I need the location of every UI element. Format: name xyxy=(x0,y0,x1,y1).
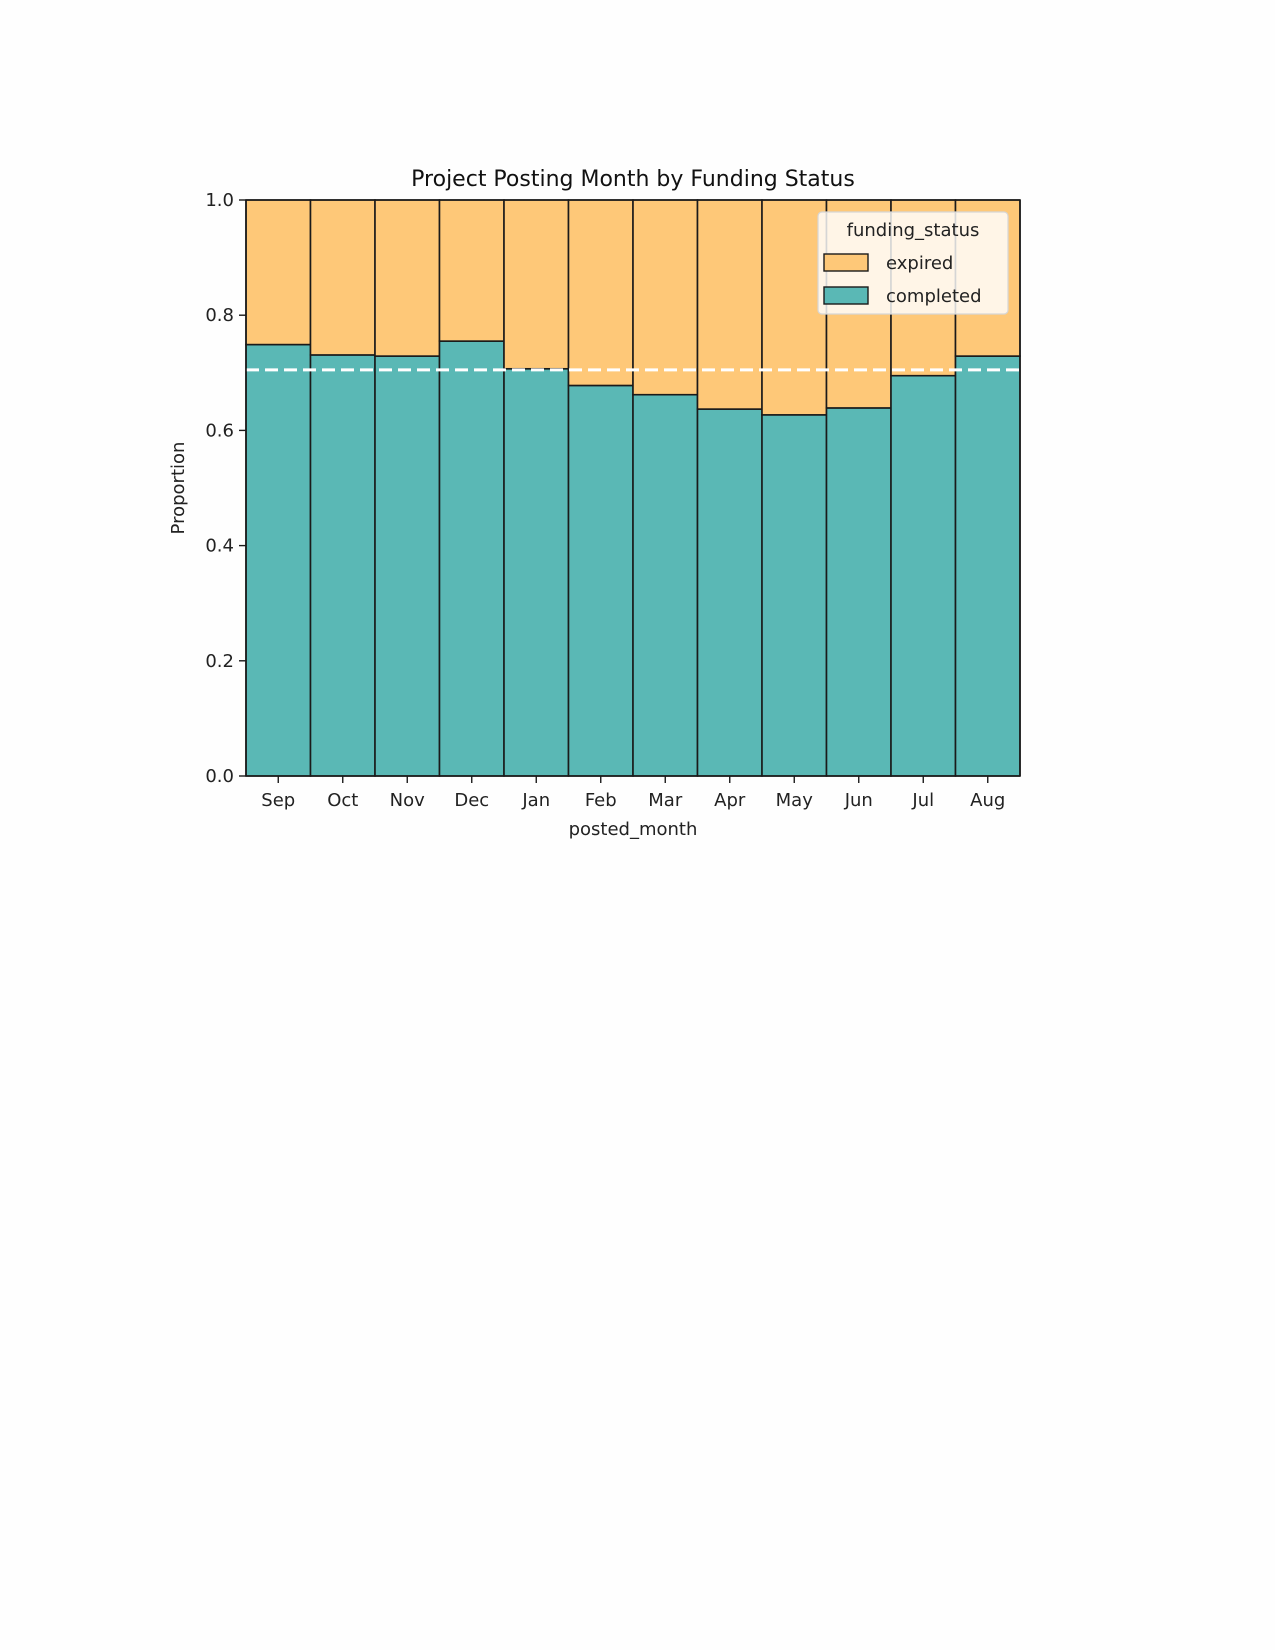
legend-label-expired: expired xyxy=(886,253,953,274)
y-tick-label: 0.4 xyxy=(205,536,234,557)
x-tick-label: Feb xyxy=(585,790,617,811)
bar-completed-feb xyxy=(567,384,634,777)
bar-expired-feb xyxy=(567,199,634,387)
legend-title: funding_status xyxy=(847,220,980,241)
y-axis-label: Proportion xyxy=(168,442,189,535)
y-tick-label: 1.0 xyxy=(205,190,234,211)
bar-completed-oct xyxy=(309,354,376,777)
bar-expired-nov xyxy=(374,199,441,357)
bar-expired-oct xyxy=(309,199,376,356)
bar-expired-apr xyxy=(696,199,763,410)
axes-group: 0.0 0.2 0.4 0.6 0.8 1.0 Sep Oct Nov Dec Jan Feb Mar A… xyxy=(205,190,1021,811)
x-tick-label: Jul xyxy=(911,790,934,811)
x-tick-label: Jun xyxy=(844,790,873,811)
x-tick-label: Mar xyxy=(648,790,683,811)
bar-completed-jan xyxy=(503,367,570,777)
x-tick-label: Sep xyxy=(261,790,295,811)
x-axis-label: posted_month xyxy=(569,819,698,840)
bar-completed-jul xyxy=(890,374,957,777)
x-tick-label: Apr xyxy=(714,790,746,811)
bar-completed-nov xyxy=(374,355,441,777)
bar-expired-sep xyxy=(245,199,312,346)
bar-expired-mar xyxy=(632,199,699,396)
bar-expired-dec xyxy=(438,199,505,342)
bar-completed-dec xyxy=(438,340,505,777)
bar-completed-may xyxy=(761,414,828,777)
x-tick-label: Dec xyxy=(454,790,489,811)
bar-expired-jan xyxy=(503,199,570,370)
x-tick-label: May xyxy=(776,790,814,811)
bar-completed-sep xyxy=(245,343,312,777)
chart-title: Project Posting Month by Funding Status xyxy=(411,167,855,192)
x-tick-label: Aug xyxy=(970,790,1005,811)
y-tick-label: 0.8 xyxy=(205,305,234,326)
bar-completed-apr xyxy=(696,408,763,777)
x-tick-label: Jan xyxy=(521,790,550,811)
legend-swatch-completed xyxy=(823,286,869,305)
bar-completed-mar xyxy=(632,393,699,777)
bar-completed-aug xyxy=(954,355,1021,777)
legend-swatch-expired xyxy=(823,253,869,272)
legend-label-completed: completed xyxy=(886,286,982,307)
y-tick-label: 0.6 xyxy=(205,420,234,441)
bar-expired-may xyxy=(761,199,828,416)
bar-completed-jun xyxy=(825,407,892,777)
x-tick-label: Oct xyxy=(327,790,358,811)
y-tick-label: 0.0 xyxy=(205,766,234,787)
y-tick-label: 0.2 xyxy=(205,651,234,672)
x-tick-label: Nov xyxy=(390,790,425,811)
